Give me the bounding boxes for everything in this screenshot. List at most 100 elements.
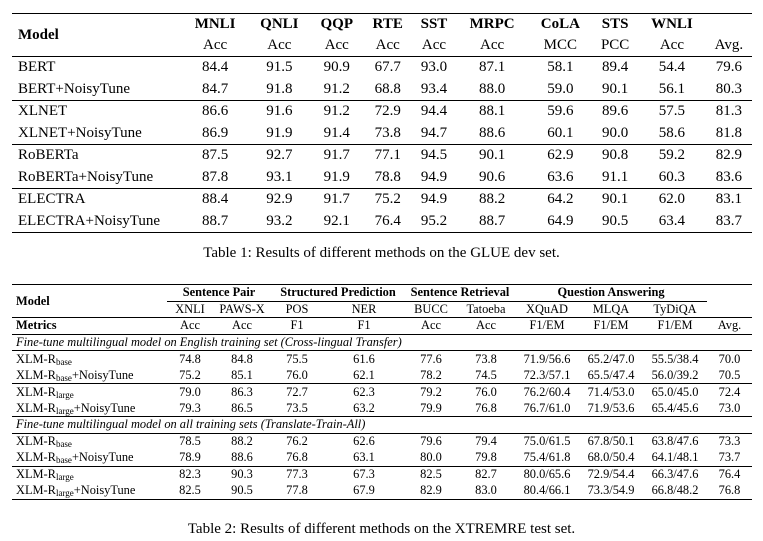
t1-value-cell: 75.2 <box>363 188 413 211</box>
t2-value-cell: 73.3 <box>707 432 752 450</box>
t1-metric-header: Acc <box>267 37 292 54</box>
t2-value-cell: 77.6 <box>405 350 457 367</box>
t1-value-cell: 83.1 <box>705 188 752 211</box>
t2-value-cell: 62.3 <box>323 383 405 400</box>
t1-value-cell: 90.1 <box>592 188 639 211</box>
t2-dataset-header: NER <box>351 301 377 316</box>
t2-metric-header: Acc <box>213 317 271 334</box>
t2-value-cell: 80.0/65.6 <box>515 465 579 483</box>
t2-model-name: XLM-Rbase+NoisyTune <box>12 450 167 467</box>
t1-value-cell: 91.1 <box>601 168 629 185</box>
t1-row: ELECTRA 88.4 92.9 91.7 75.2 94.9 88.2 64.2 90.1 6… <box>12 188 752 211</box>
table2-caption: Table 2: Results of different methods on… <box>187 521 576 537</box>
t1-row: BERT 84.4 91.5 90.9 67.7 93.0 87.1 58.1 89.4 54.4… <box>12 56 752 79</box>
t2-value-cell: 63.2 <box>353 400 375 415</box>
t1-value-cell: 88.0 <box>478 80 506 97</box>
t1-value-cell: 76.4 <box>363 210 413 233</box>
t1-model-name: BERT <box>12 56 182 79</box>
t2-value-cell: 84.8 <box>213 350 271 367</box>
t1-value-cell: 88.7 <box>455 210 529 233</box>
t2-value-cell: 76.8 <box>707 482 752 500</box>
t2-dataset-header: XNLI <box>175 301 205 316</box>
t2-model-size: base <box>55 372 72 383</box>
t1-value-cell: 77.1 <box>363 144 413 167</box>
t1-value-cell: 89.4 <box>592 56 639 79</box>
t1-model-name: RoBERTa+NoisyTune <box>18 168 154 185</box>
t1-value-cell: 73.8 <box>374 124 401 141</box>
t1-value-cell: 81.3 <box>705 100 752 123</box>
t2-model-name: XLM-Rbase+NoisyTune <box>12 367 167 384</box>
t2-value-cell: 72.7 <box>271 383 323 400</box>
t1-value-cell: 58.1 <box>528 56 593 79</box>
t2-model-base: XLM-R <box>16 351 56 366</box>
t2-section-title: Fine-tune multilingual model on English … <box>12 333 752 351</box>
t1-row: BERT+NoisyTune 84.7 91.8 91.2 68.8 93.4 88.0 59… <box>12 79 752 101</box>
t2-value-cell: 73.7 <box>718 450 741 464</box>
t1-value-cell: 91.2 <box>310 100 364 123</box>
t2-value-cell: 66.3/47.6 <box>643 465 707 483</box>
t1-value-cell: 92.7 <box>248 144 311 167</box>
t1-value-cell: 89.6 <box>592 100 639 123</box>
t1-value-cell: 54.4 <box>638 56 706 79</box>
t1-value-cell: 64.2 <box>528 188 593 211</box>
t1-value-cell: 60.1 <box>547 124 574 141</box>
t2-value-cell: 76.8 <box>475 400 497 415</box>
t2-value-cell: 67.3 <box>323 465 405 483</box>
t2-value-cell: 74.5 <box>475 367 497 382</box>
t2-metric-header: F1/EM <box>515 317 579 334</box>
t2-value-cell: 76.4 <box>707 465 752 483</box>
t2-value-cell: 77.3 <box>271 465 323 483</box>
t1-value-cell: 93.0 <box>412 56 456 79</box>
t1-value-cell: 91.5 <box>248 56 311 79</box>
t1-task-header: MNLI <box>182 13 249 36</box>
t1-value-cell: 91.9 <box>266 124 293 141</box>
t2-value-cell: 63.1 <box>353 450 375 464</box>
t1-value-cell: 94.5 <box>412 144 456 167</box>
t1-value-cell: 59.2 <box>638 144 706 167</box>
t2-metric-header: Acc <box>167 317 213 334</box>
t2-metric-header: Acc <box>405 317 457 334</box>
t1-task-header: MRPC <box>455 13 529 36</box>
t2-value-cell: 66.8/48.2 <box>643 482 707 500</box>
t2-value-cell: 67.8/50.1 <box>579 432 643 450</box>
t1-value-cell: 92.1 <box>310 210 364 233</box>
t2-value-cell: 76.0 <box>457 383 515 400</box>
t1-value-cell: 87.1 <box>455 56 529 79</box>
t2-dataset-header: MLQA <box>592 301 630 316</box>
t2-value-cell: 76.2/60.4 <box>515 383 579 400</box>
t1-value-cell: 90.5 <box>592 210 639 233</box>
t2-empty-cell <box>707 301 752 318</box>
glue-results-table: Model MNLI QNLI QQP RTE SST MRPC CoLA STS WNLI Acc… <box>12 13 752 233</box>
t2-model-name: XLM-Rlarge+NoisyTune <box>12 482 167 500</box>
t1-empty-cell <box>705 13 752 36</box>
t2-group-header: Question Answering <box>515 284 707 302</box>
t1-value-cell: 83.6 <box>715 168 742 185</box>
t1-metric-header: Acc <box>659 37 684 54</box>
table1-caption: Table 1: Results of different methods on… <box>203 245 560 261</box>
t1-value-cell: 82.9 <box>705 144 752 167</box>
t1-value-cell: 91.9 <box>323 168 350 185</box>
t1-model-name: XLNET <box>12 100 182 123</box>
t2-model-suffix: +NoisyTune <box>73 400 136 415</box>
xtreme-results-table: Model Sentence Pair Structured Prediction S… <box>12 284 752 500</box>
t2-value-cell: 71.4/53.0 <box>579 383 643 400</box>
t2-model-name: XLM-Rbase <box>12 432 167 450</box>
t2-value-cell: 73.0 <box>718 400 741 415</box>
t1-value-cell: 88.7 <box>182 210 249 233</box>
t2-model-base: XLM-R <box>16 483 56 497</box>
t1-value-cell: 90.0 <box>601 124 629 141</box>
t2-value-cell: 73.5 <box>286 400 308 415</box>
t2-model-base: XLM-R <box>16 384 56 399</box>
t1-model-name: ELECTRA <box>12 188 182 211</box>
t2-model-base: XLM-R <box>16 400 56 415</box>
t2-model-suffix: +NoisyTune <box>71 367 134 382</box>
t1-task-header: STS <box>592 13 639 36</box>
t2-model-size: base <box>55 356 72 367</box>
t1-metric-header: Acc <box>324 37 349 54</box>
t2-value-cell: 61.6 <box>323 350 405 367</box>
t2-model-size: large <box>55 488 74 498</box>
t2-value-cell: 75.2 <box>179 367 201 382</box>
t2-value-cell: 86.5 <box>231 400 253 415</box>
t1-row: XLNET+NoisyTune 86.9 91.9 91.4 73.8 94.7 88.6 6… <box>12 123 752 145</box>
t2-value-cell: 67.9 <box>323 482 405 500</box>
